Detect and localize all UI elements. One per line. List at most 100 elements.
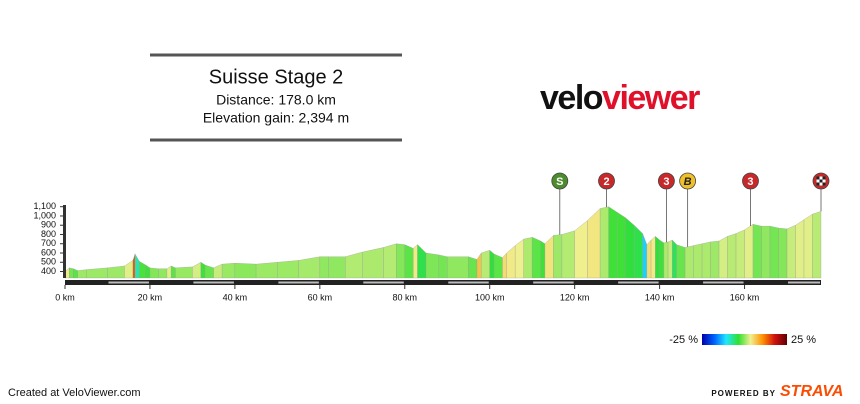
profile-segment <box>616 211 626 279</box>
profile-segment <box>540 240 546 279</box>
checker <box>822 179 826 183</box>
profile-segment <box>149 267 159 279</box>
climb-label: B <box>684 176 692 188</box>
profile-segment <box>107 265 125 279</box>
profile-segment <box>502 252 507 279</box>
y-tick-label: 1,000 <box>33 210 56 220</box>
distance: Distance: 178.0 km <box>216 92 336 108</box>
x-tick-label: 0 km <box>55 292 75 302</box>
profile-segment <box>693 243 703 279</box>
strava: STRAVA <box>780 383 843 400</box>
profile-segment <box>476 252 482 279</box>
profile-segment <box>608 206 618 279</box>
profile-segment <box>625 217 635 279</box>
profile-segment <box>769 225 779 279</box>
climb-label: 3 <box>663 176 669 188</box>
x-tick-label: 120 km <box>560 292 590 302</box>
x-axis-band <box>363 281 404 284</box>
y-tick-label: 400 <box>41 266 56 276</box>
profile-segment <box>778 227 788 279</box>
profile-segment <box>319 256 329 279</box>
profile-segment <box>192 262 202 279</box>
climb-label: S <box>556 176 563 188</box>
profile-segment <box>744 224 754 279</box>
profile-segment <box>200 261 206 279</box>
x-tick-label: 20 km <box>138 292 163 302</box>
profile-segment <box>532 237 541 279</box>
climb-marker <box>551 172 569 190</box>
y-tick-label: 600 <box>41 247 56 257</box>
x-axis-band <box>193 281 234 284</box>
y-tick-label: 500 <box>41 257 56 267</box>
profile-segment <box>158 268 168 279</box>
y-axis <box>63 205 66 278</box>
y-tick-label: 800 <box>41 229 56 239</box>
x-axis-band <box>108 281 149 284</box>
profile-segment <box>642 233 648 279</box>
profile-segment <box>727 233 737 279</box>
profile-segment <box>175 266 193 279</box>
x-tick-label: 80 km <box>393 292 418 302</box>
climb-marker <box>658 172 675 190</box>
profile-segment <box>362 247 384 279</box>
checker <box>816 182 820 186</box>
profile-segment <box>523 237 533 279</box>
profile-segment <box>574 220 588 279</box>
x-axis-band <box>448 281 489 284</box>
x-axis-band <box>618 281 659 284</box>
climb-marker <box>742 172 759 190</box>
profile-segment <box>396 243 405 279</box>
logo-part: velo <box>540 79 603 117</box>
profile-segment <box>599 206 609 279</box>
profile-segment <box>646 239 652 279</box>
profile-segment <box>345 251 363 279</box>
checker <box>822 182 826 186</box>
checker <box>819 179 823 183</box>
profile-segment <box>413 244 418 279</box>
profile-segment <box>166 265 172 279</box>
climb-marker <box>679 172 697 190</box>
profile-segment <box>69 267 74 279</box>
profile-segment <box>171 265 176 279</box>
profile-segment <box>468 256 478 279</box>
x-axis-band <box>278 281 319 284</box>
profile-segment <box>587 208 601 279</box>
profile-segment <box>134 253 140 279</box>
profile-segment <box>659 239 665 279</box>
powered-by: POWERED BY <box>711 389 776 398</box>
profile-segment <box>277 260 299 279</box>
profile-segment <box>718 236 728 279</box>
profile-segment <box>328 256 346 279</box>
profile-segment <box>684 245 694 279</box>
profile-segment <box>710 240 720 279</box>
x-axis-band <box>788 281 820 284</box>
x-tick-label: 160 km <box>730 292 760 302</box>
checker <box>816 176 820 180</box>
colorbar <box>702 334 787 345</box>
profile-segment <box>132 253 136 279</box>
profile-segment <box>803 213 813 279</box>
profile-segment <box>553 234 563 279</box>
profile-segment <box>481 250 490 279</box>
profile-segment <box>417 244 427 279</box>
logo-part: viewer <box>602 79 700 117</box>
y-tick-label: 700 <box>41 238 56 248</box>
profile-segment <box>812 211 822 279</box>
x-axis-band <box>703 281 744 284</box>
climb-marker <box>598 172 615 190</box>
profile-segment <box>795 219 805 279</box>
climb-label: 3 <box>747 176 753 188</box>
profile-segment <box>672 239 677 279</box>
elevation-gain: Elevation gain: 2,394 m <box>203 110 349 126</box>
profile-segment <box>663 241 669 279</box>
profile-segment <box>124 260 134 279</box>
profile-segment <box>213 263 223 279</box>
profile-segment <box>761 225 771 279</box>
checker <box>822 176 826 180</box>
x-tick-label: 100 km <box>475 292 505 302</box>
profile-segment <box>205 264 214 279</box>
profile-segment <box>221 263 236 279</box>
profile-segment <box>404 244 414 279</box>
y-tick-label: 1,100 <box>33 201 56 211</box>
profile-segment <box>255 262 278 279</box>
